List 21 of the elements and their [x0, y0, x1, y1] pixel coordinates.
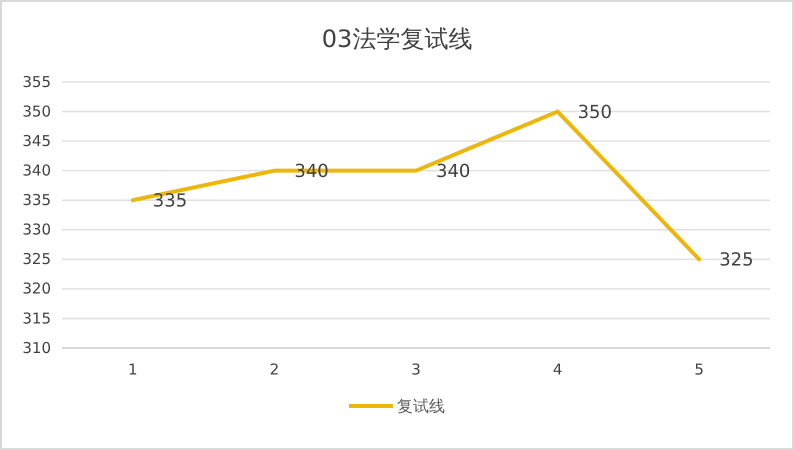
x-tick-label: 4 — [552, 360, 562, 379]
data-label: 325 — [719, 250, 754, 271]
x-tick-label: 2 — [270, 360, 280, 379]
y-tick-label: 320 — [22, 280, 51, 298]
data-label: 350 — [578, 102, 612, 123]
y-tick-label: 335 — [22, 191, 51, 210]
y-tick-label: 330 — [22, 220, 51, 239]
x-tick-label: 5 — [694, 360, 704, 379]
y-tick-label: 315 — [22, 309, 51, 328]
y-tick-label: 325 — [22, 250, 51, 268]
legend-label: 复试线 — [397, 396, 445, 416]
data-label: 340 — [436, 160, 470, 182]
x-tick-label: 3 — [411, 360, 421, 379]
y-tick-label: 340 — [22, 161, 51, 180]
y-tick-label: 310 — [22, 338, 51, 357]
x-tick-label: 1 — [128, 360, 138, 379]
chart-title: 03法学复试线 — [322, 25, 472, 53]
y-tick-label: 355 — [22, 72, 51, 91]
data-label: 335 — [152, 190, 188, 212]
y-tick-label: 350 — [22, 102, 51, 120]
y-tick-label: 345 — [22, 132, 51, 150]
